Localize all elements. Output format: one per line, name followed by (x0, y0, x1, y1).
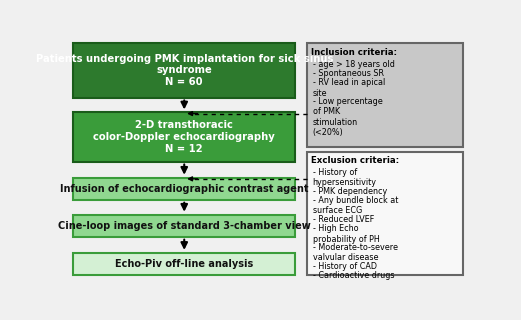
Text: - History of CAD: - History of CAD (313, 262, 377, 271)
Text: Inclusion criteria:: Inclusion criteria: (311, 48, 396, 57)
Text: - High Echo
probability of PH: - High Echo probability of PH (313, 224, 379, 244)
FancyBboxPatch shape (73, 215, 295, 237)
FancyBboxPatch shape (73, 43, 295, 98)
Text: - Cardioactive drugs: - Cardioactive drugs (313, 271, 394, 280)
FancyBboxPatch shape (73, 112, 295, 162)
Text: Infusion of echocardiographic contrast agent: Infusion of echocardiographic contrast a… (60, 184, 308, 194)
FancyBboxPatch shape (73, 178, 295, 200)
Text: - Low percentage
of PMK
stimulation
(<20%): - Low percentage of PMK stimulation (<20… (313, 97, 382, 137)
FancyBboxPatch shape (307, 152, 463, 275)
Text: - Any bundle block at
surface ECG: - Any bundle block at surface ECG (313, 196, 398, 215)
Text: - age > 18 years old: - age > 18 years old (313, 60, 394, 68)
FancyBboxPatch shape (73, 253, 295, 275)
Text: - History of
hypersensitivity: - History of hypersensitivity (313, 168, 377, 188)
Text: - Reduced LVEF: - Reduced LVEF (313, 215, 374, 224)
Text: - Moderate-to-severe
valvular disease: - Moderate-to-severe valvular disease (313, 243, 398, 262)
Text: - RV lead in apical
site: - RV lead in apical site (313, 78, 385, 98)
Text: Patients undergoing PMK implantation for sick sinus
syndrome
N = 60: Patients undergoing PMK implantation for… (35, 54, 333, 87)
Text: Exclusion criteria:: Exclusion criteria: (311, 156, 399, 165)
Text: Echo-Piv off-line analysis: Echo-Piv off-line analysis (115, 259, 253, 269)
Text: 2-D transthoracic
color-Doppler echocardiography
N = 12: 2-D transthoracic color-Doppler echocard… (93, 120, 275, 154)
Text: Cine-loop images of standard 3-chamber view: Cine-loop images of standard 3-chamber v… (58, 221, 311, 231)
Text: - Spontaneous SR: - Spontaneous SR (313, 69, 383, 78)
FancyBboxPatch shape (307, 43, 463, 147)
Text: - PMK dependency: - PMK dependency (313, 187, 387, 196)
